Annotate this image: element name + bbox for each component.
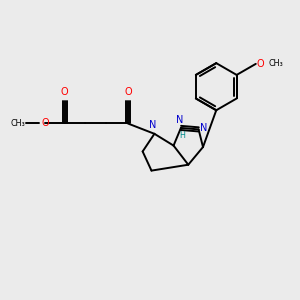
Text: CH₃: CH₃ <box>268 59 283 68</box>
Text: O: O <box>257 59 265 69</box>
Text: N: N <box>200 123 208 133</box>
Text: O: O <box>61 87 68 97</box>
Text: CH₃: CH₃ <box>10 119 25 128</box>
Text: N: N <box>149 120 157 130</box>
Text: N: N <box>176 115 184 125</box>
Text: O: O <box>124 87 132 97</box>
Text: O: O <box>42 118 49 128</box>
Text: H: H <box>179 131 185 140</box>
